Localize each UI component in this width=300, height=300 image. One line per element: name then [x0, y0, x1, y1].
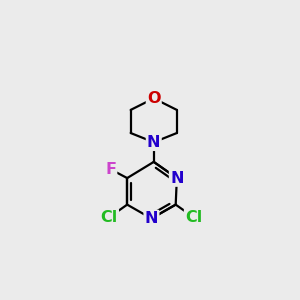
Text: Cl: Cl — [185, 210, 202, 225]
Text: N: N — [145, 211, 158, 226]
Text: F: F — [105, 162, 116, 177]
Text: N: N — [170, 171, 184, 186]
Text: Cl: Cl — [100, 210, 118, 225]
Text: N: N — [147, 135, 160, 150]
Text: O: O — [147, 91, 160, 106]
